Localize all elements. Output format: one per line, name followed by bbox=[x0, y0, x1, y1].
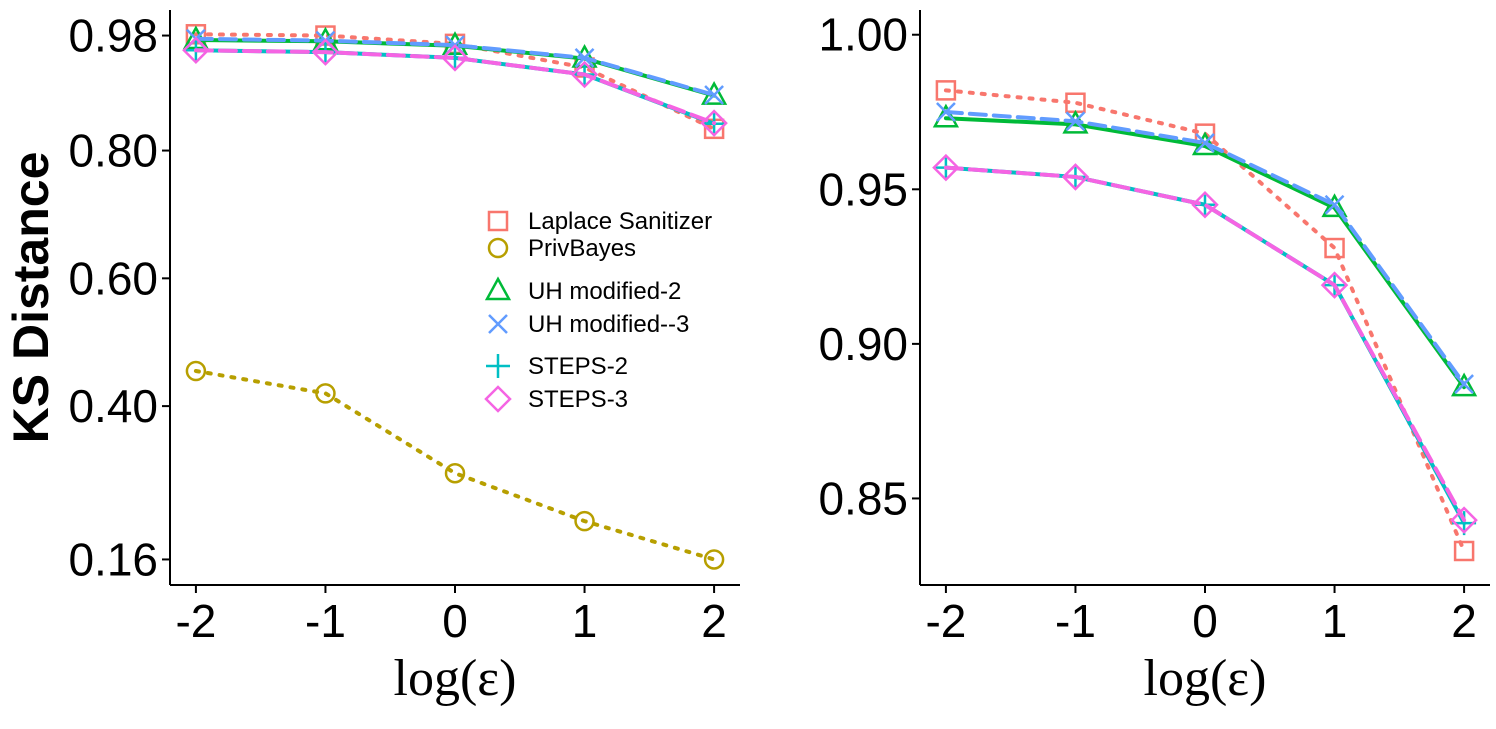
right-panel: 0.85 0.90 0.95 1.00 -2 -1 0 1 2 log(ε) bbox=[818, 9, 1490, 707]
legend-label: UH modified--3 bbox=[528, 311, 689, 338]
data-point bbox=[1450, 372, 1478, 397]
left-panel: 0.16 0.40 0.60 0.80 0.98 -2 -1 0 1 2 log(ε) KS Dist… bbox=[3, 10, 740, 707]
data-point bbox=[311, 38, 340, 66]
x-tick-label: 0 bbox=[442, 595, 468, 647]
series-line bbox=[943, 165, 1467, 523]
legend-key bbox=[486, 354, 510, 378]
x-tick-label: 0 bbox=[1192, 595, 1218, 647]
y-tick-label: 0.98 bbox=[68, 10, 158, 62]
x-tick-label: 2 bbox=[701, 595, 727, 647]
data-point bbox=[932, 103, 960, 128]
y-tick-label: 1.00 bbox=[818, 9, 908, 61]
data-point bbox=[574, 48, 595, 68]
legend-key bbox=[487, 210, 509, 232]
data-point bbox=[1191, 190, 1219, 219]
data-point bbox=[185, 360, 207, 382]
x-axis-label: log(ε) bbox=[1144, 650, 1267, 707]
data-point bbox=[1453, 540, 1475, 562]
x-tick-label: -2 bbox=[175, 595, 216, 647]
series-steps-2 bbox=[183, 38, 727, 136]
data-point bbox=[570, 60, 599, 89]
data-point bbox=[1321, 193, 1348, 218]
legend-item-uh-modified-3: UH modified--3 bbox=[488, 311, 689, 338]
data-point bbox=[1195, 133, 1215, 153]
x-tick-label: 1 bbox=[572, 595, 598, 647]
y-tick-label: 0.40 bbox=[68, 380, 158, 432]
series-line bbox=[193, 48, 717, 126]
data-point bbox=[704, 85, 724, 105]
series-line bbox=[943, 165, 1467, 526]
data-point bbox=[1324, 194, 1345, 215]
legend-key bbox=[487, 237, 509, 259]
data-point bbox=[1065, 111, 1086, 132]
legend-label: UH modified-2 bbox=[528, 278, 681, 305]
series-line bbox=[193, 368, 717, 562]
x-tick-label: 2 bbox=[1451, 595, 1477, 647]
data-point bbox=[700, 109, 728, 137]
data-point bbox=[936, 102, 956, 122]
legend-item-steps-3: STEPS-3 bbox=[484, 385, 628, 413]
x-tick-label: 1 bbox=[1322, 595, 1348, 647]
legend-key bbox=[484, 385, 512, 413]
data-point bbox=[1324, 237, 1345, 259]
data-point bbox=[1320, 271, 1349, 299]
y-tick-label: 0.60 bbox=[68, 252, 158, 304]
series-uh-modified-3 bbox=[936, 102, 1474, 394]
y-tick-label: 0.95 bbox=[818, 163, 908, 215]
y-tick-label: 0.80 bbox=[68, 125, 158, 177]
y-axis-label: KS Distance bbox=[3, 152, 59, 444]
data-point bbox=[315, 383, 336, 404]
x-axis-label: log(ε) bbox=[394, 650, 517, 707]
legend-item-steps-2: STEPS-2 bbox=[486, 353, 628, 380]
series-line bbox=[943, 88, 1467, 553]
legend-item-uh-modified-2: UH modified-2 bbox=[484, 276, 681, 305]
data-point bbox=[1061, 163, 1090, 191]
x-tick-label: -1 bbox=[1055, 595, 1096, 647]
legend-label: Laplace Sanitizer bbox=[528, 208, 712, 235]
legend-label: STEPS-2 bbox=[528, 353, 628, 380]
x-tick-label: -2 bbox=[925, 595, 966, 647]
data-point bbox=[1450, 506, 1478, 534]
legend-label: STEPS-3 bbox=[528, 386, 628, 413]
y-tick-label: 0.16 bbox=[68, 533, 158, 585]
data-point bbox=[1454, 374, 1474, 394]
data-point bbox=[935, 80, 957, 101]
x-tick-label: -1 bbox=[305, 595, 346, 647]
series-privbayes bbox=[185, 360, 725, 570]
legend-label: PrivBayes bbox=[528, 235, 636, 262]
y-tick-label: 0.85 bbox=[818, 472, 908, 524]
legend-item-laplace-sanitizer: Laplace Sanitizer bbox=[487, 208, 712, 235]
series-steps-3 bbox=[182, 36, 728, 137]
series-line bbox=[943, 110, 1467, 387]
data-point bbox=[703, 549, 725, 570]
data-point bbox=[932, 153, 960, 182]
data-point bbox=[444, 462, 466, 484]
legend-item-privbayes: PrivBayes bbox=[487, 235, 636, 262]
series-steps-2 bbox=[933, 155, 1477, 536]
series-line bbox=[943, 116, 1467, 390]
legend-key bbox=[488, 314, 508, 334]
data-point bbox=[441, 44, 469, 72]
data-point bbox=[574, 510, 595, 532]
series-steps-3 bbox=[932, 153, 1478, 534]
series-line bbox=[193, 32, 717, 131]
series-line bbox=[193, 36, 717, 97]
legend-key bbox=[484, 276, 512, 301]
series-uh-modified-2 bbox=[932, 103, 1478, 397]
data-point bbox=[182, 36, 210, 65]
y-tick-label: 0.90 bbox=[818, 318, 908, 370]
